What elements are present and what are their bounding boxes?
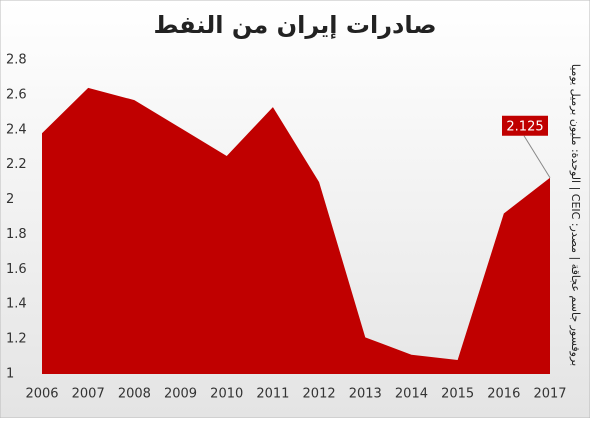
y-tick-label: 1.8 bbox=[6, 227, 27, 242]
area bbox=[42, 87, 550, 375]
side-note: بروفسور جاسم عجاقة | مصدر: CEIC | الوحدة… bbox=[569, 64, 582, 366]
x-tick-label: 2015 bbox=[441, 387, 474, 402]
y-tick-label: 2.8 bbox=[6, 53, 27, 68]
y-tick-label: 1 bbox=[6, 367, 14, 382]
y-tick-label: 2.4 bbox=[6, 122, 27, 137]
x-tick-label: 2014 bbox=[395, 387, 428, 402]
y-tick-label: 2.2 bbox=[6, 157, 27, 172]
x-tick-label: 2009 bbox=[164, 387, 197, 402]
x-tick-label: 2006 bbox=[25, 387, 58, 402]
y-tick-label: 1.6 bbox=[6, 262, 27, 277]
x-tick-label: 2013 bbox=[349, 387, 382, 402]
x-tick-label: 2010 bbox=[210, 387, 243, 402]
y-tick-label: 2 bbox=[6, 192, 14, 207]
y-tick-label: 2.6 bbox=[6, 87, 27, 102]
data-label: 2.125 bbox=[506, 119, 543, 134]
x-tick-label: 2016 bbox=[487, 387, 520, 402]
y-tick-label: 1.2 bbox=[6, 332, 27, 347]
leader-line bbox=[523, 135, 551, 179]
x-tick-label: 2011 bbox=[256, 387, 289, 402]
x-tick-label: 2008 bbox=[118, 387, 151, 402]
x-tick-label: 2007 bbox=[72, 387, 105, 402]
data-label-box bbox=[502, 115, 548, 136]
x-tick-label: 2017 bbox=[533, 387, 566, 402]
y-tick-label: 1.4 bbox=[6, 297, 27, 312]
x-tick-label: 2012 bbox=[303, 387, 336, 402]
chart-title: صادرات إيران من النفط bbox=[153, 11, 436, 39]
